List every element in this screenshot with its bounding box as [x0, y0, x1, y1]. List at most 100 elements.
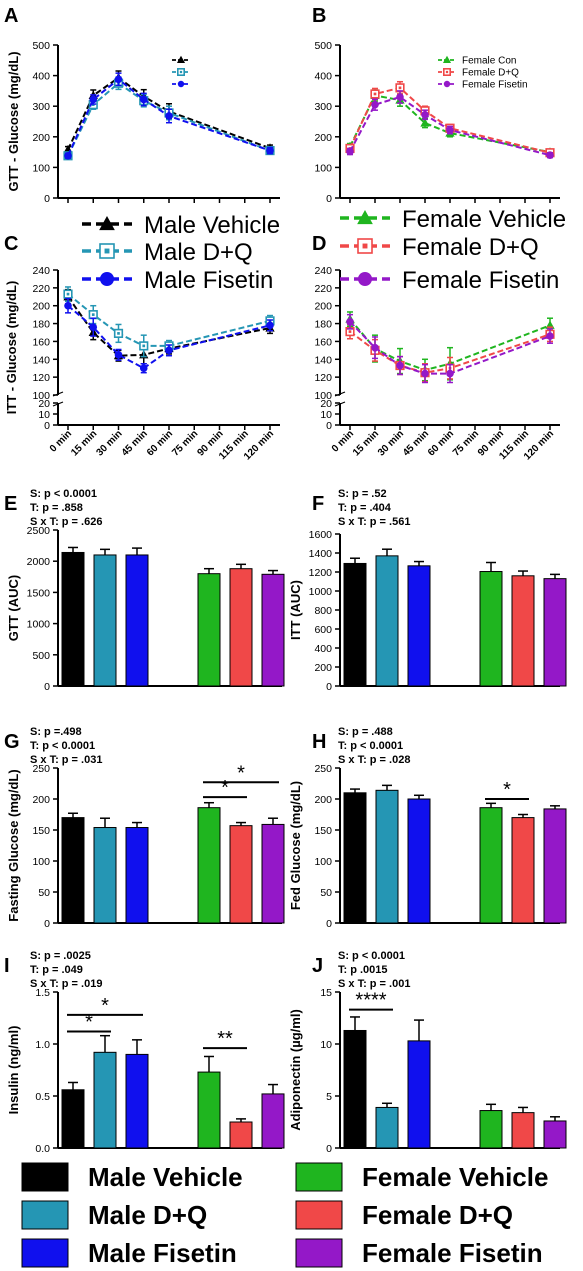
y-tick-label: 200	[314, 132, 332, 144]
y-axis-label: Fed Glucose (mg/dL)	[288, 781, 303, 910]
square-marker-center	[142, 344, 146, 348]
panel-letter: G	[4, 731, 20, 753]
legend-label: Female Vehicle	[402, 206, 566, 233]
circle-marker	[89, 323, 98, 331]
bar	[125, 554, 149, 687]
square-marker-center	[91, 313, 95, 316]
y-axis-label: GTT (AUC)	[6, 575, 21, 641]
panel-g: G S: p =.498 T: p < 0.0001 S x T: p = .031 0…	[4, 726, 285, 930]
significance-stars: *	[221, 777, 229, 799]
y-axis-label: Insulin (ng/ml)	[6, 1026, 21, 1115]
y-tick-label: 20	[38, 398, 50, 410]
circle-marker	[64, 301, 72, 310]
y-tick-label: 200	[314, 794, 332, 806]
y-tick-label: 2000	[27, 556, 51, 568]
bar	[125, 827, 149, 924]
legend-swatch	[21, 1200, 69, 1230]
x-tick-label: 75 min	[451, 428, 481, 458]
panel-a: A 0 100 200 300 400 500 GTT - Glucose (mg/dL)	[4, 5, 280, 205]
circle-marker	[266, 321, 274, 330]
stats-line: T: p = .858	[30, 502, 83, 514]
bar	[93, 827, 117, 924]
y-tick-label: 160	[314, 336, 332, 348]
series-male-fisetin	[64, 72, 274, 160]
panel-letter: A	[4, 5, 18, 27]
y-tick-label: 400	[32, 71, 50, 83]
stats-line: T: p = .049	[30, 964, 83, 976]
y-tick-label: 5	[326, 1091, 332, 1103]
y-tick-label: 1.0	[35, 1039, 50, 1051]
y-tick-label: 100	[32, 390, 50, 402]
legend-label: Female D+Q	[462, 68, 519, 79]
stats-line: S x T: p = .001	[338, 978, 410, 990]
panel-letter: E	[4, 493, 17, 515]
circle-marker	[421, 110, 429, 119]
circle-marker	[114, 351, 123, 359]
bar	[343, 562, 367, 687]
circle-marker	[177, 80, 185, 88]
square-marker-center	[362, 243, 368, 249]
bar	[229, 1121, 253, 1149]
y-tick-label: 220	[314, 283, 332, 295]
x-tick-label: 45 min	[120, 428, 150, 458]
panel-letter: H	[312, 731, 326, 753]
y-tick-label: 0	[326, 918, 332, 930]
bar	[511, 1112, 535, 1149]
y-tick-label: 100	[32, 856, 50, 868]
panel-f: F S: p = .52 T: p = .404 S x T: p = .561 0 20…	[288, 488, 567, 693]
y-tick-label: 240	[32, 265, 50, 277]
panel-h: H S: p = .488 T: p < 0.0001 S x T: p = .028…	[288, 726, 567, 930]
legend-label: Female D+Q	[362, 1200, 513, 1230]
x-tick-label: 15 min	[69, 428, 99, 458]
triangle-marker	[99, 215, 115, 231]
legend-label: Male Vehicle	[88, 1162, 243, 1192]
y-tick-label: 240	[314, 265, 332, 277]
legend-swatch	[21, 1162, 69, 1192]
y-tick-label: 0.5	[35, 1091, 50, 1103]
bar	[197, 1071, 221, 1149]
circle-marker	[100, 272, 114, 286]
y-tick-label: 200	[32, 301, 50, 313]
y-tick-label: 15	[320, 987, 332, 999]
circle-marker	[346, 147, 354, 156]
bar	[261, 573, 285, 687]
square-marker-center	[445, 70, 449, 74]
series-line	[349, 330, 551, 374]
stats-line: S: p < 0.0001	[30, 488, 97, 500]
y-tick-label: 150	[314, 825, 332, 837]
y-tick-label: 220	[32, 283, 50, 295]
stats-line: T: p < 0.0001	[30, 740, 95, 752]
stats-line: S x T: p = .031	[30, 754, 102, 766]
significance-stars: *	[237, 762, 245, 784]
circle-marker	[446, 126, 454, 134]
series-line	[67, 296, 271, 357]
y-tick-label: 0	[326, 1143, 332, 1155]
bar	[229, 568, 253, 687]
y-tick-label: 0.0	[35, 1143, 50, 1155]
significance-stars: ****	[355, 990, 386, 1012]
stats-line: T: p = .404	[338, 502, 392, 514]
axis-break-mark	[334, 401, 346, 407]
series-line	[349, 95, 551, 157]
bottom-legend: Male Vehicle Female Vehicle Male D+Q Female…	[21, 1162, 548, 1268]
circle-marker	[346, 317, 354, 326]
y-tick-label: 10	[38, 409, 50, 421]
y-tick-label: 1600	[309, 529, 333, 541]
y-tick-label: 180	[314, 319, 332, 331]
circle-marker	[64, 151, 72, 160]
y-tick-label: 0	[44, 681, 50, 693]
panel-j: J S: p < 0.0001 T: p .0015 S x T: p = .001 0…	[288, 950, 567, 1155]
bar	[407, 1040, 431, 1149]
axis-break-mark	[52, 401, 64, 407]
x-tick-label: 60 min	[426, 428, 456, 458]
bar	[375, 555, 399, 687]
bar	[61, 551, 85, 687]
square-marker-center	[117, 332, 120, 335]
y-tick-label: 1000	[27, 619, 51, 631]
stats-line: S: p = .488	[338, 726, 393, 738]
bar	[61, 817, 85, 924]
y-tick-label: 800	[314, 605, 332, 617]
